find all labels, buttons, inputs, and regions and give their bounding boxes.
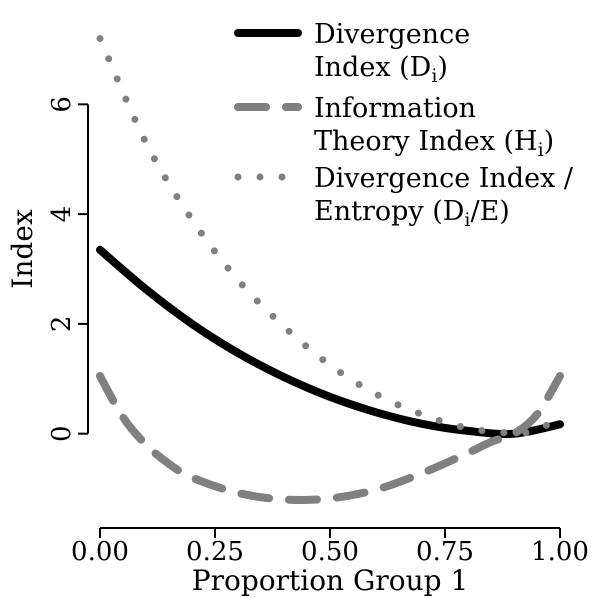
x-tick-label: 0.50 [301, 537, 359, 567]
legend-label-line1: Divergence Index / [314, 163, 574, 194]
y-tick-label: 6 [47, 96, 77, 113]
legend-label-line2: Theory Index (Hi) [314, 126, 554, 161]
x-tick-label: 0.00 [71, 537, 129, 567]
x-tick-label: 0.75 [416, 537, 474, 567]
x-tick-label: 0.25 [186, 537, 244, 567]
y-tick-label: 0 [47, 425, 77, 442]
legend-label-suffix: ) [544, 126, 555, 157]
legend-label-text: Index (D [314, 52, 431, 83]
legend-label-line1: Information [314, 93, 476, 124]
series-information-theory-index [96, 372, 564, 504]
legend-label-line2: Entropy (Di/E) [314, 196, 510, 231]
series-layer [96, 35, 564, 504]
legend-label-text: Entropy (D [314, 196, 464, 227]
legend-label-suffix: ) [437, 52, 448, 83]
legend-label-subscript: i [464, 209, 470, 231]
axes: 0.00 0.25 0.50 0.75 1.00 Proportion Group 1 0 2… [6, 96, 589, 597]
legend-label-suffix: /E) [471, 196, 510, 227]
legend-label-subscript: i [538, 139, 544, 161]
legend-label-subscript: i [431, 65, 437, 87]
series-divergence-index [96, 245, 564, 438]
legend-label-line1: Divergence [314, 19, 470, 50]
x-tick-label: 1.00 [531, 537, 589, 567]
y-axis-title: Index [6, 209, 39, 289]
y-tick-label: 4 [47, 206, 77, 223]
y-tick-label: 2 [47, 316, 77, 333]
x-axis-title: Proportion Group 1 [192, 564, 469, 597]
legend-label-line2: Index (Di) [314, 52, 448, 87]
legend-label-text: Theory Index (H [314, 126, 538, 157]
